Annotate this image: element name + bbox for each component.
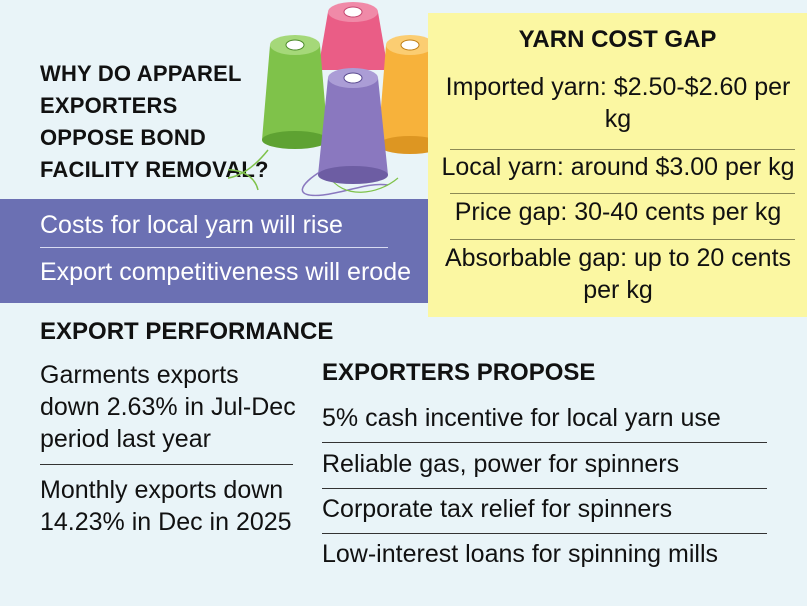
- orange-spool: [378, 35, 442, 154]
- yarn-divider: [450, 149, 795, 150]
- concerns-band: Costs for local yarn will rise Export co…: [0, 199, 428, 303]
- export-performance-item: Monthly exports down 14.23% in Dec in 20…: [40, 476, 292, 536]
- yarn-divider: [450, 239, 795, 240]
- yarn-spools-icon: [228, 2, 464, 197]
- proposal-item: Low-interest loans for spinning mills: [322, 540, 719, 568]
- purple-spool: [318, 68, 388, 184]
- yarn-cost-item: Imported yarn: $2.50-$2.60 per kg: [445, 73, 791, 133]
- concerns-divider: [40, 247, 388, 248]
- proposal-divider: [322, 488, 767, 489]
- proposal-item: Corporate tax relief for spinners: [322, 495, 673, 523]
- exporters-propose-title: EXPORTERS PROPOSE: [322, 359, 596, 386]
- yarn-cost-gap-title: YARN COST GAP: [518, 26, 717, 53]
- concern-item: Export competitiveness will erode: [40, 258, 411, 286]
- proposal-item: 5% cash incentive for local yarn use: [322, 404, 721, 432]
- yarn-cost-item: Price gap: 30-40 cents per kg: [454, 198, 782, 226]
- yarn-cost-item: Local yarn: around $3.00 per kg: [441, 153, 795, 181]
- export-performance-item: Garments exports down 2.63% in Jul-Dec p…: [40, 361, 296, 453]
- question-heading: WHY DO APPAREL EXPORTERS OPPOSE BOND FAC…: [40, 61, 269, 182]
- proposal-item: Reliable gas, power for spinners: [322, 450, 680, 478]
- pink-spool: [318, 2, 388, 70]
- yarn-divider: [450, 193, 795, 194]
- green-spool: [262, 35, 328, 149]
- proposal-divider: [322, 442, 767, 443]
- yarn-cost-item: Absorbable gap: up to 20 cents per kg: [444, 244, 792, 304]
- export-performance-title: EXPORT PERFORMANCE: [40, 318, 334, 345]
- concern-item: Costs for local yarn will rise: [40, 211, 343, 239]
- export-divider: [40, 464, 293, 465]
- yarn-cost-gap-box: YARN COST GAP Imported yarn: $2.50-$2.60…: [428, 13, 807, 317]
- proposal-divider: [322, 533, 767, 534]
